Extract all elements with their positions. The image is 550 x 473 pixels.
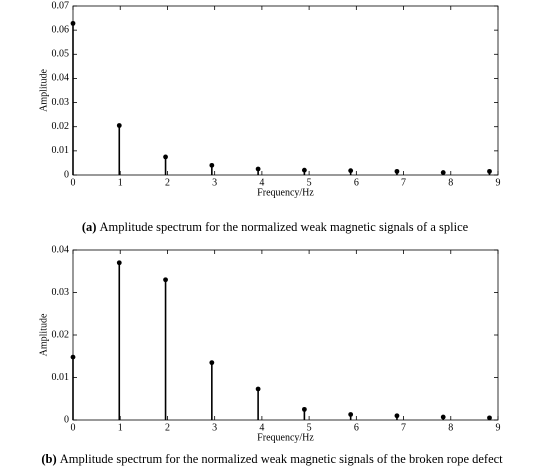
stem-marker: [209, 360, 215, 366]
stem-marker: [209, 162, 215, 168]
x-tick-label: 1: [118, 177, 123, 188]
stem-marker: [70, 354, 76, 360]
x-tick-label: 9: [496, 177, 501, 188]
x-tick-label: 6: [354, 422, 359, 433]
x-tick-label: 5: [307, 177, 312, 188]
caption-label: (b): [41, 452, 56, 466]
caption-label: (a): [82, 220, 97, 234]
caption-text: Amplitude spectrum for the normalized we…: [100, 220, 469, 234]
stem-marker: [255, 166, 261, 172]
x-tick-label: 3: [212, 422, 217, 433]
caption: (a) Amplitude spectrum for the normalize…: [82, 220, 469, 234]
x-tick-label: 0: [71, 422, 76, 433]
caption: (b) Amplitude spectrum for the normalize…: [41, 452, 503, 466]
plot-frame: [72, 249, 499, 421]
stem-marker: [394, 168, 400, 174]
x-tick-label: 7: [401, 422, 406, 433]
caption-text: Amplitude spectrum for the normalized we…: [60, 452, 503, 466]
stem-marker: [163, 154, 168, 160]
y-tick-label: 0: [64, 169, 69, 180]
y-tick-label: 0.02: [52, 121, 70, 132]
stem-marker: [487, 415, 492, 421]
stem-marker: [440, 170, 446, 175]
stem-marker: [163, 277, 168, 283]
y-tick-label: 0.03: [52, 287, 70, 298]
stem-marker: [301, 167, 307, 173]
y-tick-label: 0: [64, 414, 69, 425]
stem-marker: [301, 406, 307, 412]
y-tick-label: 0.02: [52, 329, 70, 340]
y-axis-label: Amplitude: [38, 313, 49, 356]
stem-marker: [116, 123, 122, 128]
x-tick-label: 9: [496, 422, 501, 433]
x-tick-label: 1: [118, 422, 123, 433]
y-tick-label: 0.01: [52, 372, 70, 383]
y-tick-label: 0.04: [52, 73, 70, 84]
stem-marker: [394, 413, 400, 419]
x-tick-label: 4: [259, 177, 264, 188]
stem-marker: [348, 412, 354, 417]
x-axis-label: Frequency/Hz: [257, 187, 314, 198]
x-tick-label: 6: [354, 177, 359, 188]
x-tick-label: 7: [401, 177, 406, 188]
stem-marker: [255, 386, 261, 392]
y-tick-label: 0.01: [52, 145, 70, 156]
stem-marker: [348, 168, 354, 174]
x-tick-label: 4: [259, 422, 264, 433]
x-tick-label: 2: [165, 422, 170, 433]
plot-frame: [72, 5, 499, 176]
y-tick-label: 0.06: [52, 24, 70, 35]
x-axis-label: Frequency/Hz: [257, 432, 314, 443]
y-tick-label: 0.05: [52, 49, 70, 60]
stem-marker: [70, 20, 76, 26]
stem-marker: [116, 260, 122, 266]
x-tick-label: 5: [307, 422, 312, 433]
x-tick-label: 8: [448, 177, 453, 188]
y-axis-label: Amplitude: [38, 69, 49, 112]
x-tick-label: 3: [212, 177, 217, 188]
x-tick-label: 2: [165, 177, 170, 188]
y-tick-label: 0.07: [52, 0, 70, 11]
x-tick-label: 0: [71, 177, 76, 188]
y-tick-label: 0.03: [52, 97, 70, 108]
stem-marker: [440, 414, 446, 420]
x-tick-label: 8: [448, 422, 453, 433]
stem-marker: [487, 168, 492, 174]
y-tick-label: 0.04: [52, 244, 70, 255]
